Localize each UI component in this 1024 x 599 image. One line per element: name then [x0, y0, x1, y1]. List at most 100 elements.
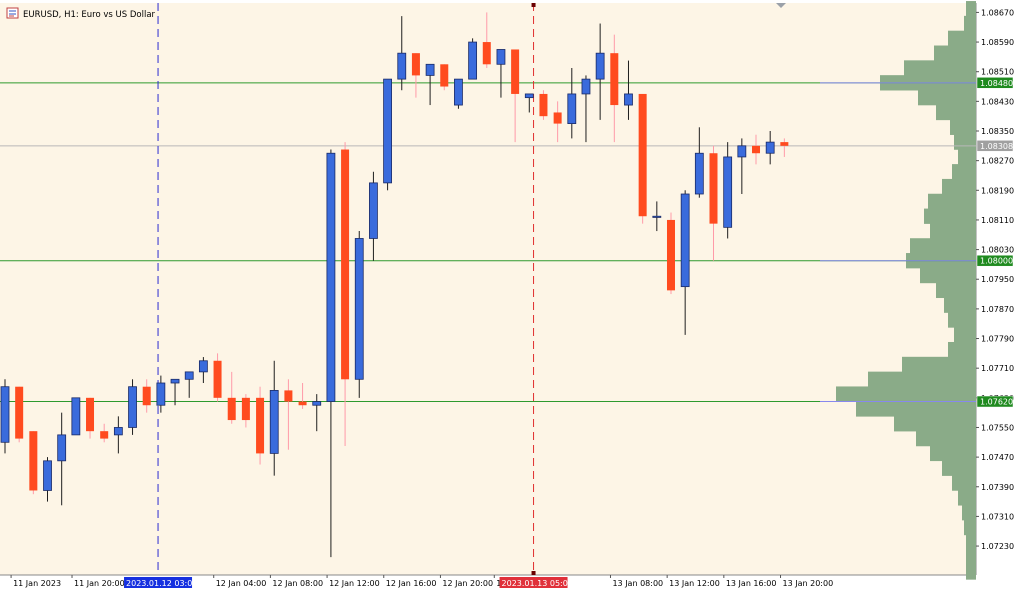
candle-25: [354, 231, 364, 398]
candle-42: [595, 23, 605, 120]
price-axis-area[interactable]: [976, 3, 1024, 575]
time-tick-label-9: 13 Jan 12:00: [669, 579, 720, 588]
candle-body-15: [213, 360, 222, 398]
candle-24: [341, 142, 350, 446]
candle-body-5: [71, 397, 81, 436]
candle-body-18: [256, 397, 265, 454]
candle-body-13: [184, 371, 194, 380]
volume-profile-bar-34: [962, 505, 976, 521]
candle-body-46: [652, 215, 662, 218]
candle-31: [440, 64, 449, 91]
volume-profile-bar-30: [930, 445, 976, 462]
candle-body-54: [765, 141, 775, 154]
candle-body-19: [269, 390, 279, 454]
candle-body-33: [468, 41, 478, 80]
volume-profile-bar-23: [948, 341, 976, 358]
volume-profile-bar-4: [904, 60, 976, 76]
candle-47: [666, 212, 675, 295]
candle-body-30: [425, 63, 435, 76]
candle-33: [468, 38, 478, 80]
vertical-marker-handle-bottom-1[interactable]: [531, 571, 536, 575]
vertical-marker-label-0: 2023.01.12 03:00: [124, 577, 197, 588]
volume-profile-bar-24: [902, 356, 976, 373]
volume-profile-bar-10: [958, 149, 976, 165]
chart-window-icon: [6, 7, 19, 19]
candle-35: [496, 49, 506, 98]
price-tick-label-10: 1.07870: [981, 305, 1014, 314]
candle-51: [723, 142, 733, 239]
candle-28: [397, 16, 407, 91]
candle-body-7: [100, 431, 109, 439]
candle-body-11: [156, 382, 166, 406]
volume-profile-bar-29: [916, 430, 976, 447]
candle-0: [0, 379, 10, 454]
candle-38: [539, 90, 548, 120]
candle-34: [482, 12, 491, 68]
candle-body-16: [227, 397, 236, 421]
candle-body-37: [524, 93, 534, 99]
price-tick-label-4: 1.08350: [981, 127, 1014, 136]
candle-body-1: [15, 386, 24, 439]
candle-2: [29, 431, 38, 495]
volume-profile-bar-1: [964, 15, 976, 32]
volume-profile-bar-31: [942, 460, 976, 476]
volume-profile-bar-9: [954, 134, 976, 150]
price-tick-label-8: 1.08030: [981, 246, 1014, 255]
price-tick-label-3: 1.08430: [981, 97, 1014, 106]
time-tick-label-10: 13 Jan 16:00: [726, 579, 777, 588]
time-tick-label-0: 11 Jan 2023: [13, 579, 61, 588]
volume-profile-bar-38: [966, 564, 976, 580]
candle-body-55: [780, 142, 789, 146]
candle-29: [411, 53, 420, 98]
candle-body-26: [369, 182, 378, 239]
candle-body-36: [511, 49, 520, 94]
candle-body-50: [709, 153, 718, 224]
price-tick-label-7: 1.08110: [981, 216, 1014, 225]
volume-profile-bar-28: [894, 416, 976, 432]
candle-19: [269, 360, 279, 476]
candle-body-43: [610, 53, 619, 106]
price-tick-label-16: 1.07390: [981, 483, 1014, 492]
candle-37: [524, 93, 534, 113]
level-price-label-1: 1.08000: [976, 254, 1014, 267]
candle-body-53: [752, 145, 761, 154]
candle-50: [709, 145, 718, 261]
price-tick-label-12: 1.07710: [981, 364, 1014, 373]
candle-body-12: [170, 378, 180, 384]
svg-text:2023.01.12 03:00: 2023.01.12 03:00: [126, 579, 197, 588]
candle-27: [383, 78, 392, 191]
candle-body-14: [198, 360, 208, 373]
vertical-marker-handle-top-1[interactable]: [531, 3, 536, 7]
candle-body-44: [624, 93, 633, 106]
price-tick-label-1: 1.08590: [981, 38, 1014, 47]
volume-profile-bar-16: [910, 238, 976, 254]
candle-body-6: [86, 397, 95, 432]
candle-body-51: [723, 156, 733, 228]
volume-profile-bar-37: [966, 549, 976, 565]
candle-8: [113, 416, 123, 454]
candle-body-40: [567, 93, 577, 124]
volume-profile-bar-8: [950, 119, 976, 135]
price-tick-label-0: 1.08670: [981, 8, 1014, 17]
time-axis: 11 Jan 2023 11 Jan 20:00 12 Jan 04:00 12 Ja…: [10, 575, 833, 588]
time-tick-label-8: 13 Jan 08:00: [612, 579, 663, 588]
volume-profile-bar-13: [928, 193, 976, 210]
candle-body-41: [581, 78, 591, 95]
candle-26: [369, 171, 378, 261]
vertical-marker-label-1: 2023.01.13 05:00: [499, 577, 573, 588]
candle-53: [752, 134, 761, 165]
chart-shift-marker-icon[interactable]: [776, 3, 786, 8]
plot-area[interactable]: [0, 3, 976, 575]
candle-body-0: [0, 386, 10, 443]
volume-profile-bar-25: [868, 371, 976, 387]
candle-13: [184, 371, 194, 398]
price-tick-label-9: 1.07950: [981, 275, 1014, 284]
candle-body-32: [454, 78, 463, 106]
candle-body-31: [440, 64, 449, 87]
volume-profile-bar-21: [948, 312, 976, 328]
candle-body-21: [298, 401, 307, 406]
volume-profile-bar-18: [920, 267, 976, 284]
volume-profile-bar-12: [942, 178, 976, 195]
